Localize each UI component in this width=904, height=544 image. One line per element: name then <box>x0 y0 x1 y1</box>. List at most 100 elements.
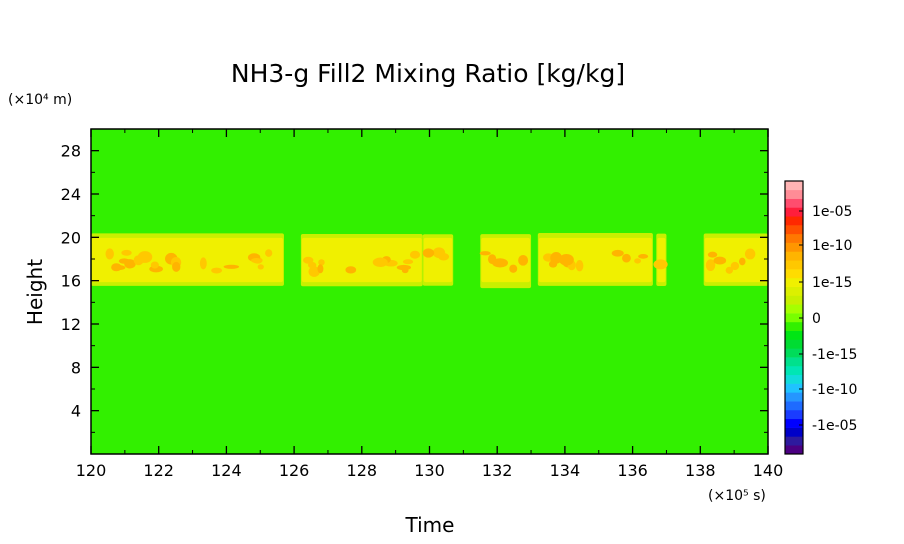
x-unit-label: (×10⁵ s) <box>708 488 766 504</box>
band-hotspot <box>105 248 114 260</box>
band-segment-core-2 <box>423 237 453 283</box>
band-hotspot <box>402 259 414 265</box>
band-hotspot <box>409 250 421 259</box>
y-axis: 4 8 12 16 20 24 28 <box>61 142 768 433</box>
band-hotspot <box>725 266 734 274</box>
band-hotspot <box>317 264 324 274</box>
band-hotspot <box>422 248 435 258</box>
colorbar-swatch-30 <box>785 181 803 191</box>
band-hotspot <box>114 265 126 270</box>
band-hotspot <box>559 253 574 266</box>
band-hotspot <box>124 259 136 269</box>
band-hotspot <box>622 253 631 263</box>
colorbar-swatch-9 <box>785 365 803 376</box>
x-tick-label-10: 140 <box>753 461 784 480</box>
x-tick-label-8: 136 <box>617 461 648 480</box>
band-segment-core-1 <box>301 237 422 283</box>
y-axis-label: Height <box>23 259 47 325</box>
colorbar-swatch-29 <box>785 189 803 199</box>
band-hotspot <box>653 259 668 270</box>
x-tick-label-0: 120 <box>76 461 107 480</box>
colorbar-label-5: -1e-10 <box>812 382 857 398</box>
colorbar-swatch-0 <box>785 445 803 455</box>
x-tick-label-5: 130 <box>414 461 445 480</box>
colorbar-swatch-27 <box>785 207 803 217</box>
plot-background <box>91 129 768 454</box>
colorbar-swatch-25 <box>785 225 803 235</box>
band-hotspot <box>372 257 388 267</box>
band-hotspot <box>713 256 727 265</box>
band-hotspot <box>487 254 497 265</box>
x-tick-label-9: 138 <box>685 461 716 480</box>
mixing-ratio-band <box>91 232 768 289</box>
band-hotspot <box>634 258 641 264</box>
colorbar-label-3: 0 <box>812 311 821 327</box>
colorbar-label-4: -1e-15 <box>812 347 857 363</box>
colorbar-swatch-15 <box>785 313 803 323</box>
colorbar-label-0: 1e-05 <box>812 204 852 220</box>
y-tick-label-3: 16 <box>61 272 81 291</box>
band-hotspot <box>265 249 273 257</box>
band-hotspot <box>308 266 320 277</box>
colorbar-swatch-23 <box>785 242 803 252</box>
colorbar-swatch-24 <box>785 233 803 243</box>
band-hotspot <box>250 258 262 264</box>
band-hotspot <box>438 252 450 261</box>
band-hotspot <box>401 267 409 274</box>
colorbar-swatch-5 <box>785 401 803 411</box>
band-segment-core-4 <box>538 237 652 283</box>
band-hotspot <box>575 260 584 272</box>
chart-title: NH3-g Fill2 Mixing Ratio [kg/kg] <box>231 59 625 88</box>
colorbar-swatch-7 <box>785 383 803 393</box>
band-hotspot <box>121 249 132 256</box>
band-hotspot <box>172 261 181 272</box>
band-segment-core-0 <box>92 237 283 283</box>
colorbar-label-2: 1e-15 <box>812 275 852 291</box>
y-unit-label: (×10⁴ m) <box>8 92 72 108</box>
colorbar-swatch-11 <box>785 348 803 358</box>
x-tick-label-7: 134 <box>550 461 581 480</box>
colorbar-swatch-6 <box>785 392 803 402</box>
colorbar-swatch-4 <box>785 409 803 420</box>
colorbar-swatch-21 <box>785 260 803 270</box>
band-hotspot <box>730 261 740 271</box>
y-tick-label-6: 28 <box>61 142 81 161</box>
x-tick-label-1: 122 <box>143 461 174 480</box>
band-hotspot <box>705 259 716 272</box>
x-axis: 120 122 124 126 128 130 132 134 136 138 140 <box>76 129 784 480</box>
colorbar: 1e-05 1e-10 1e-15 0 -1e-15 -1e-10 -1e-05 <box>784 180 857 455</box>
x-tick-label-6: 132 <box>482 461 513 480</box>
colorbar-swatch-18 <box>785 286 803 296</box>
colorbar-swatch-1 <box>785 436 803 446</box>
band-hotspot <box>611 249 624 257</box>
colorbar-swatch-13 <box>785 330 803 340</box>
colorbar-swatch-14 <box>785 321 803 332</box>
colorbar-swatch-10 <box>785 357 803 367</box>
colorbar-swatch-16 <box>785 304 803 314</box>
x-tick-label-2: 124 <box>211 461 242 480</box>
band-hotspot <box>638 254 649 259</box>
colorbar-label-1: 1e-10 <box>812 238 852 254</box>
band-hotspot <box>550 252 563 264</box>
plot-area: 120 122 124 126 128 130 132 134 136 138 140 4 8 12 16… <box>61 128 784 480</box>
band-hotspot <box>137 251 153 263</box>
band-hotspot <box>303 256 314 264</box>
band-hotspot <box>707 251 718 258</box>
colorbar-swatch-22 <box>785 251 803 261</box>
band-hotspot <box>518 254 529 266</box>
band-hotspot <box>739 257 746 266</box>
band-hotspot <box>199 257 207 270</box>
x-axis-label: Time <box>405 513 455 537</box>
band-hotspot <box>150 261 159 269</box>
band-hotspot <box>211 267 223 274</box>
colorbar-swatch-3 <box>785 418 803 428</box>
band-hotspot <box>345 266 357 274</box>
y-tick-label-2: 12 <box>61 315 81 334</box>
band-hotspot <box>257 264 264 270</box>
colorbar-swatch-19 <box>785 277 803 287</box>
y-tick-label-5: 24 <box>61 185 81 204</box>
colorbar-label-6: -1e-05 <box>812 418 857 434</box>
colorbar-swatch-28 <box>785 198 803 208</box>
x-tick-label-3: 126 <box>279 461 310 480</box>
